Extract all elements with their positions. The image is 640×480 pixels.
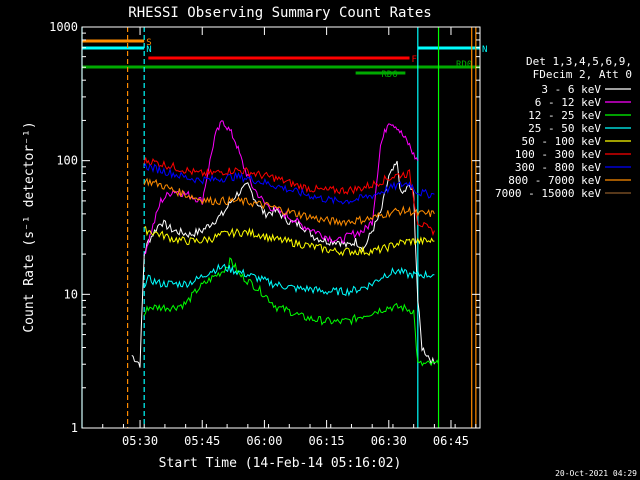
flag-label-s: S <box>146 38 151 48</box>
chart-title: RHESSI Observing Summary Count Rates <box>128 5 431 21</box>
series-line-300-800-kev <box>143 162 435 205</box>
series-lines <box>131 120 439 368</box>
series-line-50-100-kev <box>144 226 435 257</box>
flag-label-f: F <box>412 55 417 65</box>
flag-label-rd6: RD6 <box>381 70 397 80</box>
legend-entry-50-100-kev: 50 - 100 keV <box>522 135 602 148</box>
flag-label-n: N <box>482 45 487 55</box>
legend-header-line: FDecim 2, Att 0 <box>533 68 632 81</box>
y-tick-label: 10 <box>64 287 78 301</box>
x-tick-label: 06:00 <box>246 434 282 448</box>
legend-header-line: Det 1,3,4,5,6,9, <box>526 55 632 68</box>
x-tick-label: 06:45 <box>433 434 469 448</box>
series-line-3-6-kev <box>131 160 435 368</box>
series-line-25-50-kev <box>143 263 435 297</box>
legend-entry-100-300-kev: 100 - 300 keV <box>515 148 601 161</box>
series-line-12-25-kev <box>143 257 439 367</box>
plot-frame <box>81 26 481 429</box>
legend-entry-300-800-kev: 300 - 800 keV <box>515 161 601 174</box>
axes: 05:30 05:45 06:00 06:15 06:30 06:45 1 10 100 1000 <box>49 20 480 448</box>
y-tick-label: 1 <box>71 421 78 435</box>
y-tick-label: 100 <box>56 154 78 168</box>
legend-entry-25-50-kev: 25 - 50 keV <box>528 122 601 135</box>
legend: Det 1,3,4,5,6,9,FDecim 2, Att 0 3 - 6 keV… <box>495 55 632 200</box>
x-tick-label: 06:30 <box>371 434 407 448</box>
flag-label-rd0: RD0 <box>456 60 472 70</box>
y-tick-label: 1000 <box>49 20 78 34</box>
x-tick-label: 05:30 <box>122 434 158 448</box>
legend-entry-12-25-kev: 12 - 25 keV <box>528 109 601 122</box>
series-line-800-7000-kev <box>143 177 435 227</box>
series-line-100-300-kev <box>143 157 435 237</box>
footer-timestamp: 20-Oct-2021 04:29 <box>555 469 637 478</box>
x-tick-label: 06:15 <box>309 434 345 448</box>
legend-entry-3-6-kev: 3 - 6 keV <box>541 83 601 96</box>
y-axis-label: Count Rate (s⁻¹ detector⁻¹) <box>22 121 37 332</box>
legend-entry-7000-15000-kev: 7000 - 15000 keV <box>495 187 601 200</box>
flag-label-n: N <box>146 45 151 55</box>
x-axis-label: Start Time (14-Feb-14 05:16:02) <box>159 456 402 471</box>
x-tick-label: 05:45 <box>184 434 220 448</box>
legend-entry-6-12-kev: 6 - 12 keV <box>535 96 602 109</box>
legend-entry-800-7000-kev: 800 - 7000 keV <box>508 174 601 187</box>
